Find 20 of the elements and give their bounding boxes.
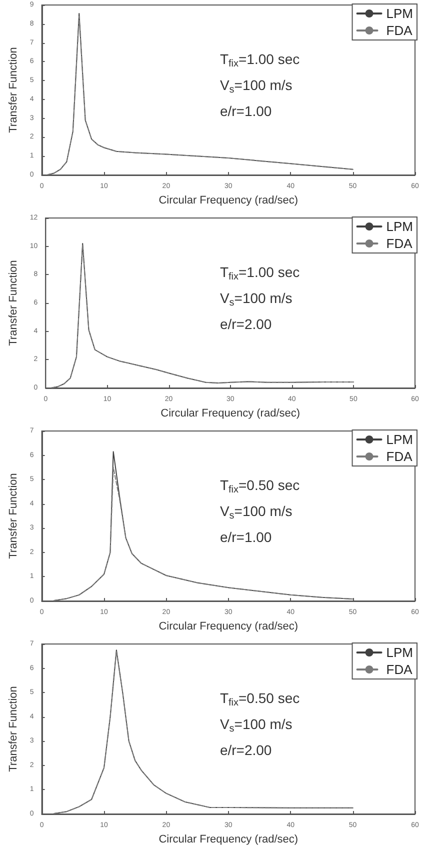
legend-label: LPM: [386, 645, 414, 660]
annotation: e/r=2.00: [220, 742, 272, 758]
legend-label: FDA: [386, 23, 413, 38]
legend-label: FDA: [386, 449, 413, 464]
y-axis-title: Transfer Function: [8, 47, 20, 133]
y-axis-title: Transfer Function: [8, 473, 20, 559]
y-axis-title: Transfer Function: [8, 260, 20, 346]
y-axis-title: Transfer Function: [8, 686, 20, 772]
annotation: e/r=1.00: [220, 103, 272, 119]
x-axis-title: Circular Frequency (rad/sec): [158, 834, 298, 846]
x-axis-title: Circular Frequency (rad/sec): [160, 408, 300, 420]
x-axis-title: Circular Frequency (rad/sec): [158, 194, 298, 206]
legend-label: LPM: [386, 432, 414, 447]
annotation: e/r=2.00: [220, 316, 272, 332]
annotation: e/r=1.00: [220, 529, 272, 545]
legend-label: LPM: [386, 6, 414, 21]
x-axis-title: Circular Frequency (rad/sec): [158, 620, 298, 632]
legend-label: FDA: [386, 662, 413, 677]
legend-label: LPM: [386, 219, 414, 234]
legend-label: FDA: [386, 236, 413, 251]
